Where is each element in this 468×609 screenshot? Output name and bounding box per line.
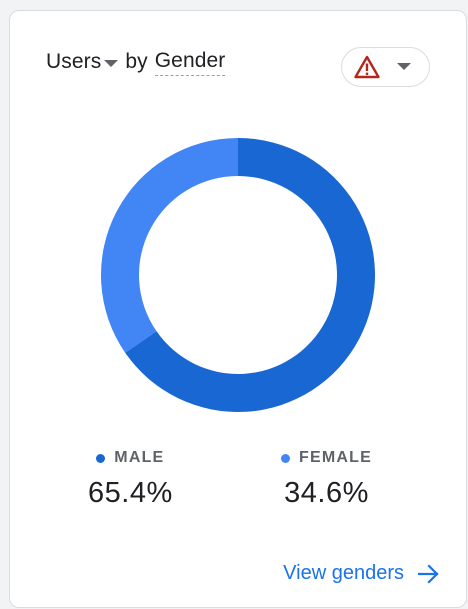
legend-category-female: FEMALE (299, 449, 372, 466)
by-text: by (125, 50, 148, 73)
card-header: Users by Gender (46, 47, 226, 77)
donut-slice-male[interactable] (125, 138, 376, 412)
metric-selector[interactable]: Users (46, 50, 125, 74)
arrow-right-icon (418, 563, 439, 584)
legend-male: MALE 65.4% (88, 448, 173, 510)
legend-value-male: 65.4% (88, 477, 173, 509)
legend-dot-male (96, 453, 106, 463)
warning-triangle-icon (354, 55, 380, 79)
legend-female: FEMALE 34.6% (281, 448, 372, 510)
view-genders-label: View genders (283, 562, 404, 584)
alert-dropdown[interactable] (341, 47, 430, 87)
donut-slice-female[interactable] (100, 138, 238, 353)
legend-dot-female (281, 453, 290, 463)
legend-value-female: 34.6% (284, 477, 369, 509)
dimension-selector[interactable]: Gender (154, 49, 226, 76)
metric-label: Users (46, 50, 102, 73)
users-by-gender-card: Users by Gender MALE 65.4% FEMALE 34.6% … (9, 10, 467, 608)
donut-chart (100, 138, 376, 412)
legend-label-female: FEMALE (281, 448, 372, 468)
caret-down-icon (397, 63, 411, 70)
caret-down-icon (104, 59, 119, 67)
legend-label-male: MALE (96, 448, 164, 468)
view-genders-link[interactable]: View genders (283, 562, 440, 585)
legend-category-male: MALE (114, 449, 165, 466)
